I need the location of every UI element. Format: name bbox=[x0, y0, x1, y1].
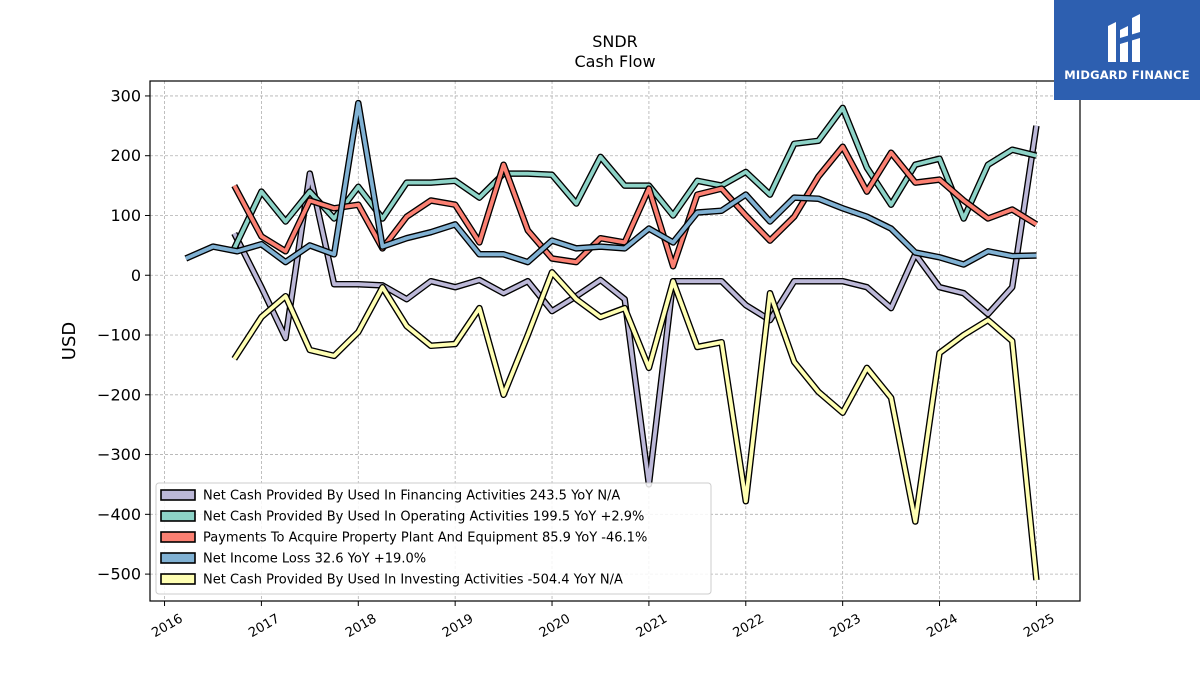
x-tick-label: 2018 bbox=[343, 611, 379, 641]
midgard-finance-logo: MIDGARD FINANCE bbox=[1054, 0, 1200, 100]
chart-subtitle: Cash Flow bbox=[574, 52, 655, 71]
series-lines bbox=[184, 99, 1040, 581]
y-tick-label: 100 bbox=[110, 206, 141, 225]
series-line bbox=[232, 125, 1039, 487]
legend-label: Net Cash Provided By Used In Investing A… bbox=[203, 573, 623, 588]
legend-label: Net Cash Provided By Used In Financing A… bbox=[203, 489, 620, 504]
logo-text: MIDGARD FINANCE bbox=[1064, 68, 1190, 82]
y-tick-label: −100 bbox=[97, 326, 141, 345]
chart-title: SNDR bbox=[592, 32, 638, 51]
x-tick-label: 2023 bbox=[827, 611, 863, 641]
y-axis-label: USD bbox=[59, 322, 80, 360]
y-tick-label: 300 bbox=[110, 86, 141, 105]
x-tick-label: 2025 bbox=[1021, 611, 1057, 641]
series-line bbox=[232, 270, 1039, 581]
grid-lines bbox=[150, 81, 1080, 601]
legend-label: Net Income Loss 32.6 YoY +19.0% bbox=[203, 552, 426, 567]
y-axis: 300 200 100 0 −100 −200 −300 −400 −500 bbox=[97, 86, 150, 584]
y-tick-label: −300 bbox=[97, 445, 141, 464]
midgard-logo-icon bbox=[1108, 14, 1140, 62]
legend-label: Payments To Acquire Property Plant And E… bbox=[203, 531, 647, 546]
y-tick-label: −400 bbox=[97, 505, 141, 524]
x-tick-label: 2016 bbox=[149, 611, 185, 641]
series-line bbox=[232, 106, 1037, 250]
legend: Net Cash Provided By Used In Financing A… bbox=[155, 482, 712, 595]
legend-box bbox=[155, 482, 712, 595]
x-tick-label: 2024 bbox=[924, 611, 960, 641]
y-tick-label: 200 bbox=[110, 146, 141, 165]
legend-swatch bbox=[160, 531, 196, 543]
y-tick-label: −200 bbox=[97, 385, 141, 404]
x-tick-label: 2017 bbox=[246, 611, 282, 641]
legend-swatch bbox=[160, 573, 196, 585]
x-axis: 2016 2017 2018 2019 2020 2021 2022 2023 2024 2025 bbox=[149, 601, 1057, 641]
series-line bbox=[185, 101, 1037, 267]
legend-swatch bbox=[160, 489, 196, 501]
x-tick-label: 2021 bbox=[634, 611, 670, 641]
legend-swatch bbox=[160, 552, 196, 564]
x-tick-label: 2020 bbox=[537, 611, 573, 641]
x-tick-label: 2019 bbox=[440, 611, 476, 641]
plot-frame bbox=[149, 80, 1081, 602]
y-tick-label: −500 bbox=[97, 565, 141, 584]
x-tick-label: 2022 bbox=[731, 611, 767, 641]
y-tick-label: 0 bbox=[131, 266, 141, 285]
series-line bbox=[232, 144, 1038, 269]
legend-swatch bbox=[160, 510, 196, 522]
legend-label: Net Cash Provided By Used In Operating A… bbox=[203, 510, 644, 525]
